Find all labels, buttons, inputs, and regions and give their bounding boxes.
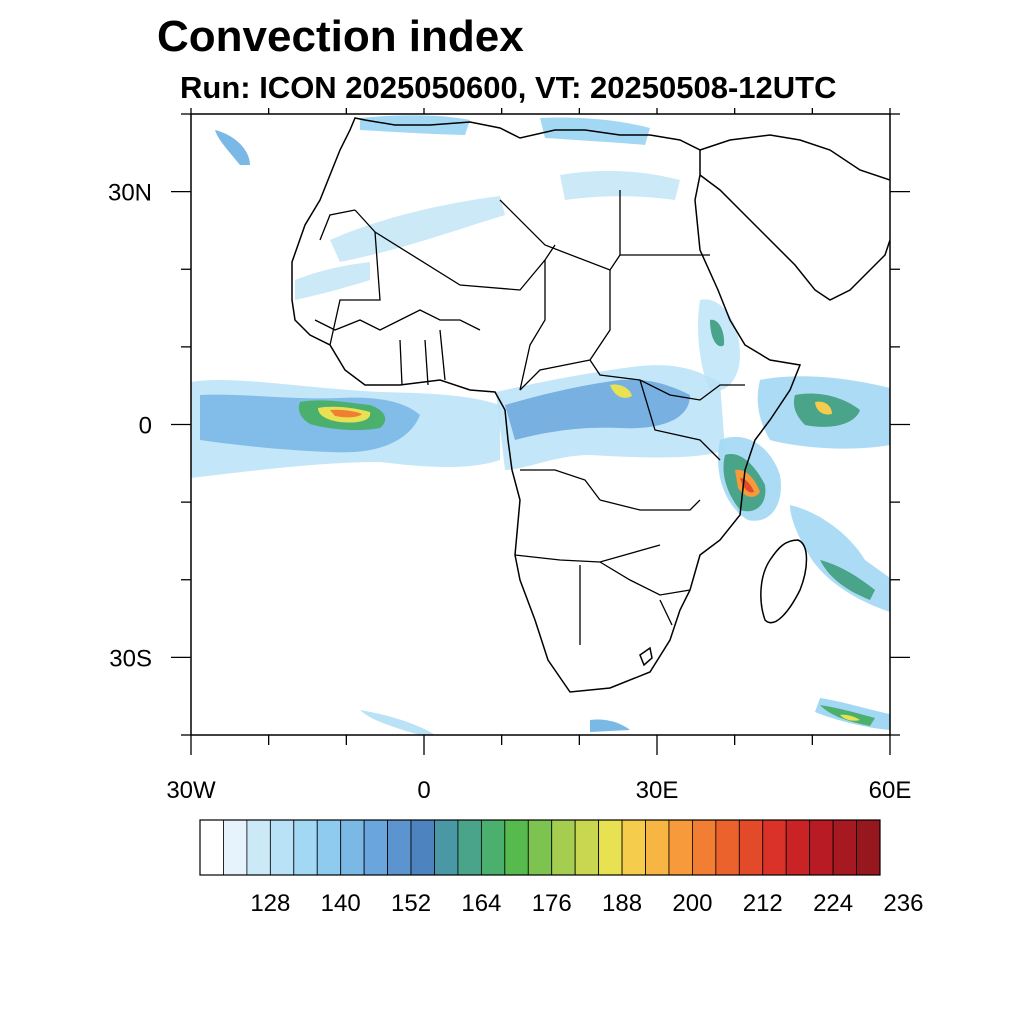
colorbar: 128 140 152 164 176 188 200 212 224 236 (199, 819, 923, 917)
colorbar-swatch (762, 819, 787, 876)
lon-labels: 30W 0 30E 60E (166, 777, 911, 804)
colorbar-label: 188 (602, 890, 642, 917)
convection-field (191, 115, 890, 735)
colorbar-label: 212 (743, 890, 783, 917)
colorbar-swatch (809, 819, 834, 876)
colorbar-frame (199, 819, 881, 876)
colorbar-label: 128 (250, 890, 290, 917)
colorbar-swatch (199, 819, 224, 876)
lon-label: 30W (166, 777, 216, 804)
lon-label: 60E (869, 777, 912, 804)
lon-label: 0 (417, 777, 430, 804)
colorbar-swatch (457, 819, 482, 876)
map-content (191, 115, 890, 735)
colorbar-swatch (340, 819, 365, 876)
colorbar-label: 164 (461, 890, 501, 917)
colorbar-label: 140 (321, 890, 361, 917)
colorbar-label: 176 (532, 890, 572, 917)
colorbar-swatch (527, 819, 553, 876)
colorbar-swatch (598, 819, 623, 876)
colorbar-swatch (293, 819, 318, 876)
lat-labels: 30N 0 30S (108, 180, 152, 673)
colorbar-swatch (410, 819, 435, 876)
lat-label: 30N (108, 180, 152, 207)
lon-label: 30E (636, 777, 679, 804)
page-title: Convection index (157, 12, 524, 61)
page-subtitle: Run: ICON 2025050600, VT: 20250508-12UTC (180, 70, 837, 105)
colorbar-swatch (645, 819, 670, 876)
colorbar-swatch (246, 819, 271, 876)
colorbar-swatch (692, 819, 717, 876)
colorbar-swatch (504, 819, 529, 876)
colorbar-swatch (223, 819, 248, 876)
country-borders (314, 190, 745, 645)
colorbar-swatch (574, 819, 600, 876)
colorbar-swatch (832, 819, 857, 876)
colorbar-swatch (738, 819, 764, 876)
colorbar-swatch (551, 819, 576, 876)
colorbar-swatch (387, 819, 412, 876)
colorbar-swatch (715, 819, 740, 876)
colorbar-swatch (316, 819, 342, 876)
colorbar-swatch (856, 819, 881, 876)
colorbar-label: 200 (672, 890, 712, 917)
coastlines (291, 117, 890, 693)
colorbar-swatch (785, 819, 811, 876)
colorbar-swatch (434, 819, 459, 876)
colorbar-swatch (621, 819, 646, 876)
colorbar-label: 224 (813, 890, 853, 917)
colorbar-label: 152 (391, 890, 431, 917)
lat-label: 0 (139, 413, 152, 440)
lat-label: 30S (109, 645, 152, 672)
colorbar-swatch (269, 819, 295, 876)
colorbar-swatch (668, 819, 693, 876)
colorbar-label: 236 (883, 890, 923, 917)
colorbar-swatch (480, 819, 506, 876)
axis-ticks (171, 108, 910, 755)
colorbar-swatch (363, 819, 388, 876)
